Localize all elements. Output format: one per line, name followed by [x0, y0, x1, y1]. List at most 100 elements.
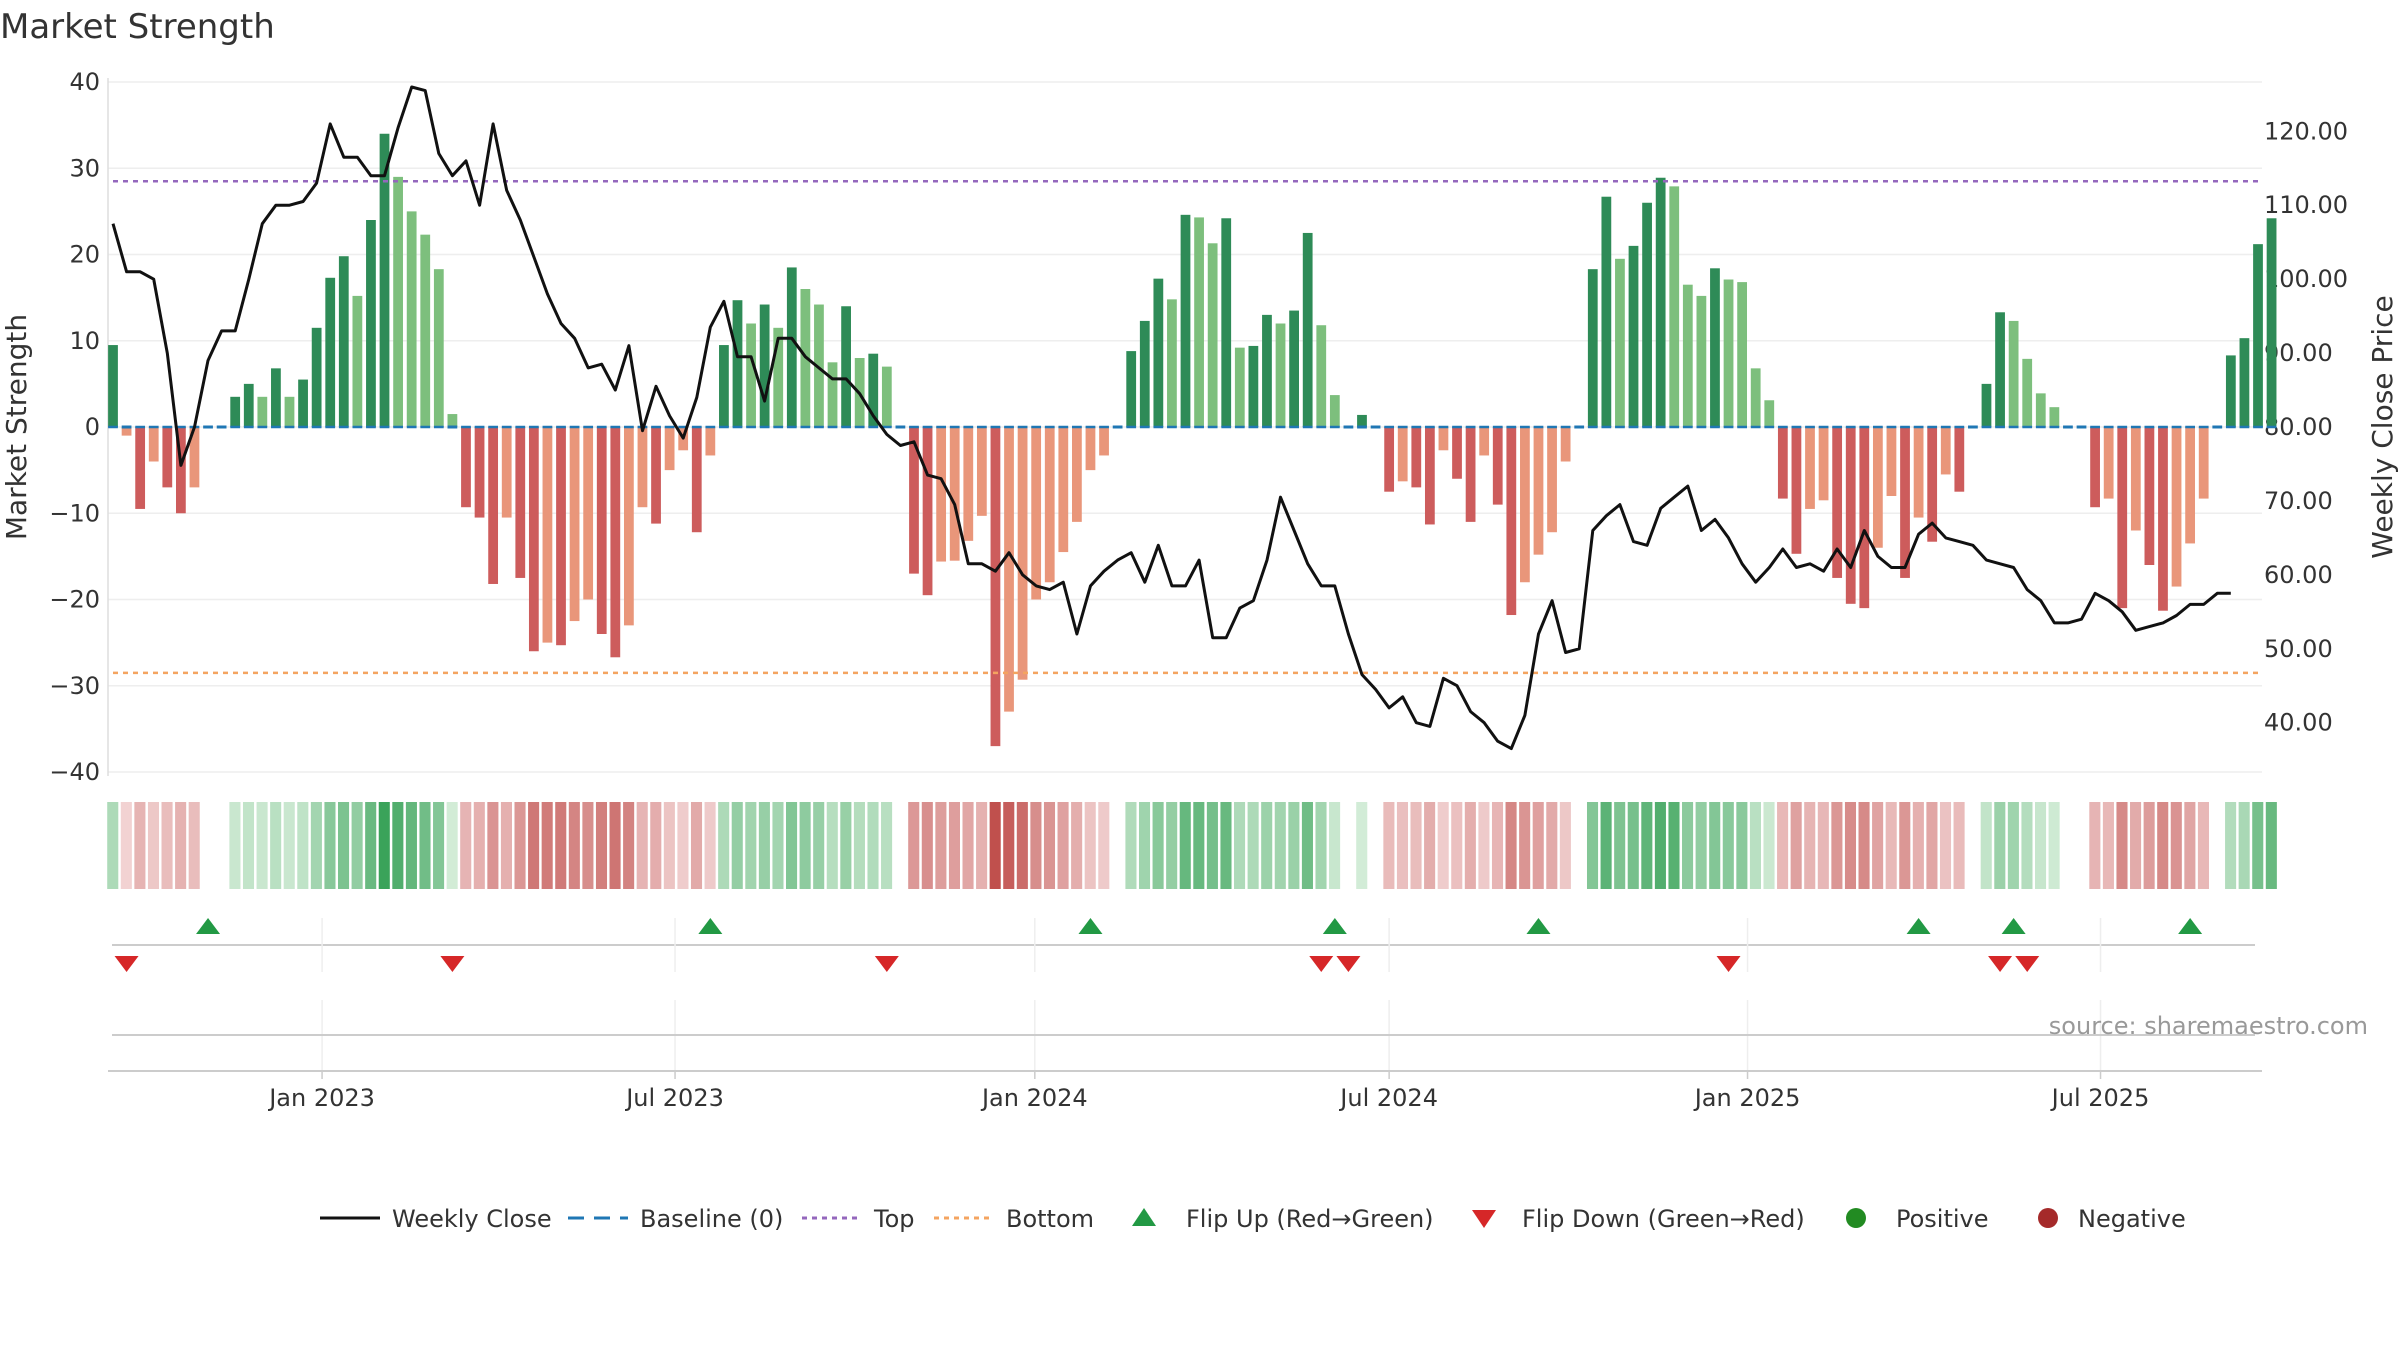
left-tick-label: −40 [49, 758, 100, 786]
flip-up-marker [1526, 918, 1551, 934]
strip-cell [541, 802, 553, 889]
strength-bar [1044, 427, 1055, 583]
strength-bar [1900, 427, 1910, 578]
strip-cell [1098, 802, 1110, 889]
strength-bar [406, 211, 417, 427]
strip-cell [677, 802, 689, 889]
strip-cell [1654, 802, 1666, 889]
flip-markers-panel [112, 918, 2255, 972]
left-tick-label: 0 [85, 413, 100, 441]
source-label: source: sharemaestro.com [2049, 1012, 2368, 1040]
strip-cell [405, 802, 417, 889]
strength-bar [1750, 368, 1761, 427]
strip-cell [1831, 802, 1843, 889]
strength-bar [719, 345, 729, 427]
strength-bar [2022, 358, 2033, 427]
strip-cell [1953, 802, 1965, 889]
strip-cell [120, 802, 132, 889]
strip-cell [1519, 802, 1531, 889]
strip-cell [1532, 802, 1544, 889]
strip-cell [188, 802, 200, 889]
strip-cell [663, 802, 675, 889]
strength-bar [732, 300, 743, 427]
strength-bar [1737, 282, 1748, 427]
strip-cell [2021, 802, 2033, 889]
strength-bar [1492, 427, 1503, 505]
legend-label: Weekly Close [392, 1205, 552, 1233]
strength-bar [691, 427, 702, 533]
strength-bar [311, 327, 322, 427]
legend-label: Bottom [1006, 1205, 1094, 1233]
strength-bar [1207, 243, 1218, 427]
strip-cell [1383, 802, 1395, 889]
strip-cell [2170, 802, 2182, 889]
strength-bar [1913, 427, 1924, 518]
strength-bar [2144, 427, 2155, 565]
left-axis-ticks: 40 30 20 10 0 −10 −20 −30 −40 [49, 68, 100, 786]
right-tick-label: 40.00 [2264, 709, 2333, 737]
strip-cell [1912, 802, 1924, 889]
strip-cell [1899, 802, 1911, 889]
strength-bar [1221, 218, 1232, 427]
strip-cell [1179, 802, 1191, 889]
strength-bar [1058, 427, 1069, 553]
strength-bar [596, 427, 607, 634]
left-tick-label: −20 [49, 586, 100, 614]
strip-cell [500, 802, 512, 889]
strip-cell [1939, 802, 1952, 889]
strip-cell [1736, 802, 1748, 889]
strip-cell [2034, 802, 2047, 889]
x-tick-label: Jan 2024 [980, 1084, 1088, 1112]
strip-cell [202, 802, 214, 889]
strength-bar [393, 176, 403, 427]
flip-up-marker [2178, 918, 2203, 934]
strength-bar [2225, 355, 2236, 427]
strength-bar [162, 427, 173, 488]
strip-cell [1424, 802, 1436, 889]
flip-down-marker [1309, 956, 1334, 972]
strip-cell [1586, 802, 1599, 889]
strip-cell [1071, 802, 1083, 889]
strip-cell [1206, 802, 1218, 889]
strength-bar [2185, 427, 2196, 544]
strength-bar [1194, 217, 1204, 427]
left-axis-label: Market Strength [0, 314, 33, 540]
strip-cell [1573, 802, 1585, 889]
strength-bar [623, 427, 634, 626]
strip-cell [460, 802, 472, 889]
flip-down-marker [440, 956, 465, 972]
legend: Weekly Close Baseline (0) Top Bottom Flip Up… [320, 1205, 2186, 1233]
strength-bar [936, 427, 947, 562]
strength-bar [2266, 218, 2277, 427]
strip-cell [1844, 802, 1857, 889]
strength-bar [2171, 427, 2182, 587]
strip-cell [731, 802, 743, 889]
strength-bar [610, 427, 621, 658]
strip-cell [2089, 802, 2101, 889]
strength-bar [488, 427, 499, 584]
flip-up-marker [2001, 918, 2026, 934]
flip-up-marker [1906, 918, 1931, 934]
strength-bar [1248, 345, 1259, 427]
strength-bar [1234, 347, 1245, 427]
strip-cell [1478, 802, 1490, 889]
strip-cell [1668, 802, 1680, 889]
strip-cell [2116, 802, 2128, 889]
strength-bar [284, 396, 295, 427]
strength-bar [963, 427, 974, 541]
strength-bar [1085, 427, 1096, 471]
x-tick-label: Jan 2023 [267, 1084, 375, 1112]
strip-cell [1030, 802, 1042, 889]
chart-title: Market Strength [0, 7, 275, 47]
strip-cell [1790, 802, 1802, 889]
strength-bar [773, 327, 784, 427]
strip-cell [1804, 802, 1816, 889]
strip-cell [365, 802, 377, 889]
strip-cell [962, 802, 974, 889]
strip-cell [1301, 802, 1313, 889]
strip-cell [147, 802, 160, 889]
strip-cell [1682, 802, 1694, 889]
strength-bar [1072, 427, 1082, 522]
strip-cell [1641, 802, 1653, 889]
strip-cell [242, 802, 255, 889]
